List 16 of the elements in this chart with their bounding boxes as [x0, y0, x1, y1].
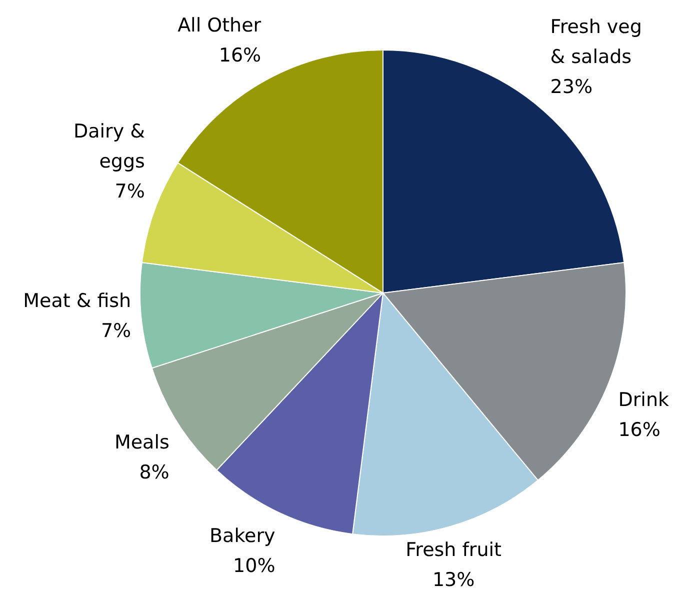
slice-label: Fresh fruit — [406, 538, 502, 561]
data-label: 7% — [100, 320, 132, 342]
data-label: 16% — [618, 419, 660, 442]
data-label: 8% — [139, 462, 170, 484]
slice-label: Drink — [618, 389, 669, 412]
slice-label: Meat & fish — [23, 290, 132, 312]
slice-label: Fresh veg & salads — [550, 16, 642, 68]
data-label: 13% — [432, 568, 475, 591]
data-label: 23% — [550, 76, 593, 98]
data-label: 16% — [218, 44, 262, 66]
data-label: 7% — [114, 180, 145, 202]
data-label: 10% — [233, 554, 276, 577]
slice-label: Dairy & eggs — [73, 120, 146, 172]
slice-label: Meals — [114, 432, 170, 454]
slice-label: Bakery — [210, 524, 276, 547]
slice-label: All Other — [178, 14, 262, 36]
